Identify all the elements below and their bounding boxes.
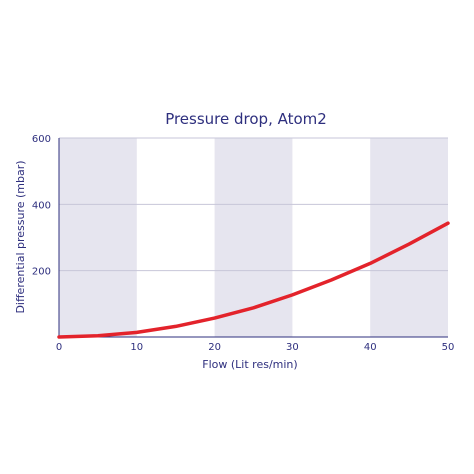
y-tick-label-600: 600 [32, 134, 51, 145]
series-group [57, 221, 450, 339]
y-tick-label-400: 400 [32, 200, 51, 211]
y-tick-label-200: 200 [32, 267, 51, 278]
x-tick-label-10: 10 [130, 342, 143, 353]
x-tick-label-40: 40 [364, 342, 377, 353]
axes [58, 138, 448, 338]
y-axis-label: Differential pressure (mbar) [14, 160, 27, 313]
chart-title: Pressure drop, Atom2 [165, 110, 327, 128]
grid-lines [59, 137, 448, 272]
shaded-band-2 [214, 138, 293, 337]
x-tick-label-20: 20 [208, 342, 221, 353]
y-tick-labels: 200 400 600 [32, 134, 51, 278]
shaded-band-1 [59, 138, 137, 337]
shaded-band-3 [370, 138, 448, 337]
x-tick-label-50: 50 [442, 342, 455, 353]
x-tick-label-30: 30 [286, 342, 299, 353]
x-axis-label: Flow (Lit res/min) [202, 358, 297, 371]
series-line-1 [57, 221, 450, 339]
shaded-bands [59, 138, 448, 337]
x-tick-labels: 0 10 20 30 40 50 [56, 342, 455, 353]
x-tick-label-0: 0 [56, 342, 62, 353]
